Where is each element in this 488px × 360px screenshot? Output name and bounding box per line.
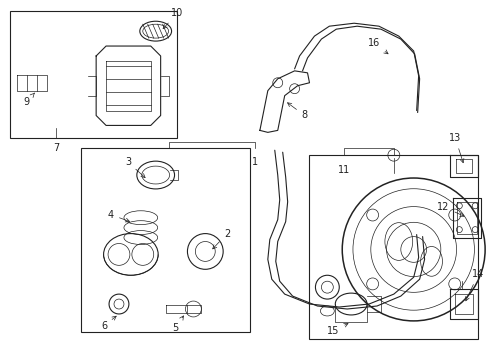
Text: 12: 12: [436, 202, 463, 216]
Text: 16: 16: [367, 38, 387, 54]
Text: 13: 13: [448, 133, 463, 163]
Text: 4: 4: [108, 210, 129, 222]
Text: 6: 6: [101, 316, 116, 331]
Circle shape: [366, 209, 378, 221]
Circle shape: [448, 209, 460, 221]
Circle shape: [448, 278, 460, 290]
Text: 14: 14: [465, 269, 483, 301]
Text: 1: 1: [251, 157, 258, 167]
Text: 10: 10: [163, 8, 183, 28]
Bar: [309, 155, 477, 339]
Text: 9: 9: [23, 93, 34, 107]
Text: 5: 5: [172, 316, 183, 333]
Circle shape: [366, 278, 378, 290]
Text: 3: 3: [124, 157, 145, 177]
Text: 8: 8: [287, 103, 307, 121]
Text: 11: 11: [337, 165, 349, 175]
Text: 15: 15: [326, 324, 347, 336]
Text: 2: 2: [212, 229, 230, 249]
Text: 7: 7: [53, 143, 60, 153]
Bar: [81, 148, 249, 332]
Bar: [10, 11, 176, 138]
